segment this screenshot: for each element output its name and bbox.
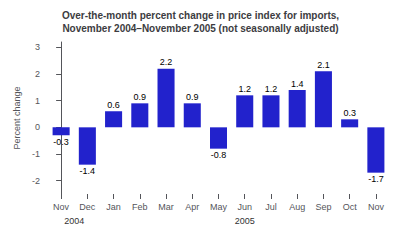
svg-text:0: 0	[35, 122, 40, 132]
svg-text:Apr: Apr	[185, 202, 199, 212]
svg-text:Jun: Jun	[237, 202, 252, 212]
svg-text:-2: -2	[32, 176, 40, 186]
svg-text:1.2: 1.2	[238, 84, 251, 94]
svg-text:Mar: Mar	[158, 202, 174, 212]
svg-text:Nov: Nov	[53, 202, 70, 212]
svg-text:0.6: 0.6	[107, 100, 120, 110]
svg-text:1.4: 1.4	[291, 79, 304, 89]
svg-text:November 2004–November 2005 (n: November 2004–November 2005 (not seasona…	[62, 23, 338, 34]
svg-text:1: 1	[35, 96, 40, 106]
svg-text:Over-the-month percent change: Over-the-month percent change in price i…	[62, 10, 339, 21]
svg-text:May: May	[210, 202, 228, 212]
svg-text:-0.3: -0.3	[53, 137, 69, 147]
svg-text:1.2: 1.2	[265, 84, 278, 94]
svg-text:0.9: 0.9	[134, 92, 147, 102]
svg-text:Percent change: Percent change	[12, 86, 22, 149]
svg-text:-1.7: -1.7	[368, 174, 384, 184]
svg-text:2005: 2005	[235, 216, 255, 226]
svg-text:2.2: 2.2	[160, 57, 173, 67]
svg-text:2: 2	[35, 69, 40, 79]
svg-text:-1.4: -1.4	[80, 166, 96, 176]
svg-text:Jul: Jul	[265, 202, 277, 212]
svg-text:Feb: Feb	[132, 202, 148, 212]
svg-text:0.3: 0.3	[343, 108, 356, 118]
svg-text:0.9: 0.9	[186, 92, 199, 102]
svg-text:Nov: Nov	[368, 202, 385, 212]
svg-text:Oct: Oct	[343, 202, 358, 212]
svg-text:Jan: Jan	[106, 202, 121, 212]
svg-text:Dec: Dec	[79, 202, 96, 212]
svg-text:2004: 2004	[64, 216, 84, 226]
svg-text:3: 3	[35, 42, 40, 52]
svg-text:-0.8: -0.8	[211, 150, 227, 160]
svg-text:2.1: 2.1	[317, 60, 330, 70]
svg-text:-1: -1	[32, 149, 40, 159]
svg-text:Sep: Sep	[315, 202, 331, 212]
svg-text:Aug: Aug	[289, 202, 305, 212]
